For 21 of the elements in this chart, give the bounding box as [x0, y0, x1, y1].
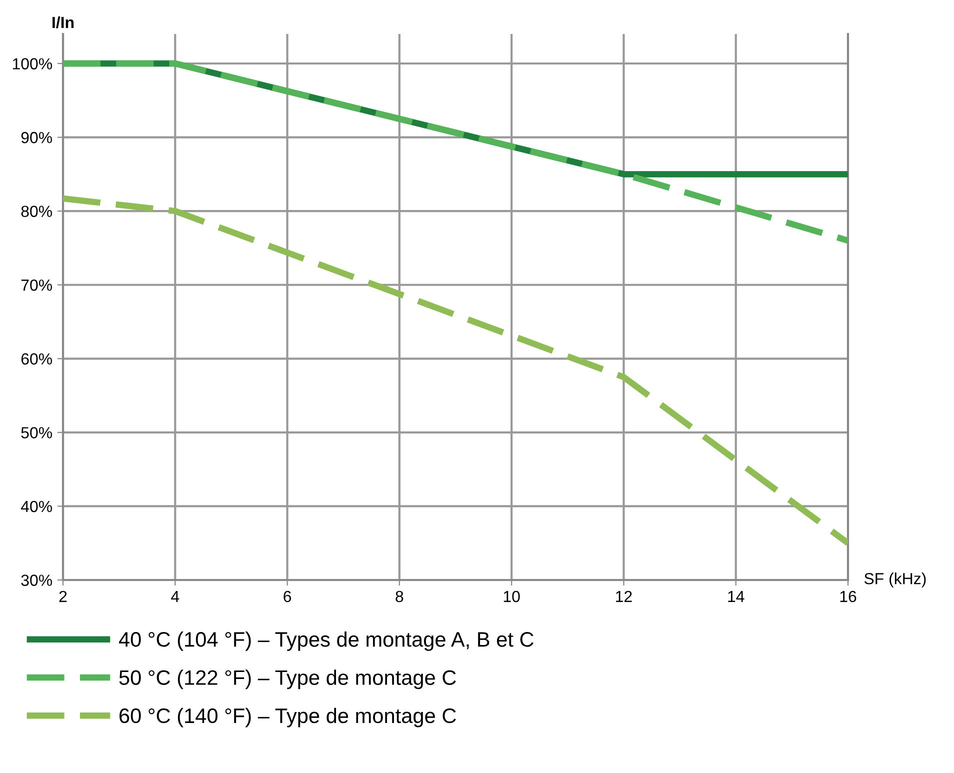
x-tick-label: 8 — [396, 590, 404, 602]
x-axis-title: SF (kHz) — [864, 572, 926, 588]
legend-label: 50 °C (122 °F) – Type de montage C — [119, 670, 456, 690]
y-axis-title: I/In — [52, 16, 74, 28]
x-tick-label: 14 — [728, 591, 744, 602]
x-tick-label: 10 — [504, 590, 520, 602]
y-tick-label: 60% — [21, 353, 52, 365]
x-tick-label: 6 — [284, 590, 292, 602]
y-tick-label: 50% — [21, 427, 52, 438]
y-tick-label: 40% — [20, 500, 52, 512]
y-tick-label: 80% — [21, 206, 52, 218]
x-tick-label: 2 — [59, 590, 67, 602]
y-tick-label: 70% — [21, 280, 52, 291]
y-tick-label: 90% — [21, 132, 52, 144]
x-tick-label: 12 — [616, 590, 632, 602]
x-tick-label: 16 — [840, 590, 856, 602]
x-tick-label: 4 — [171, 591, 180, 602]
y-tick-label: 30% — [21, 574, 52, 586]
y-tick-label: 100% — [12, 58, 52, 70]
legend-label: 40 °C (104 °F) – Types de montage A, B et C — [118, 632, 534, 651]
legend-label: 60 °C (140 °F) – Type de montage C — [120, 708, 456, 728]
